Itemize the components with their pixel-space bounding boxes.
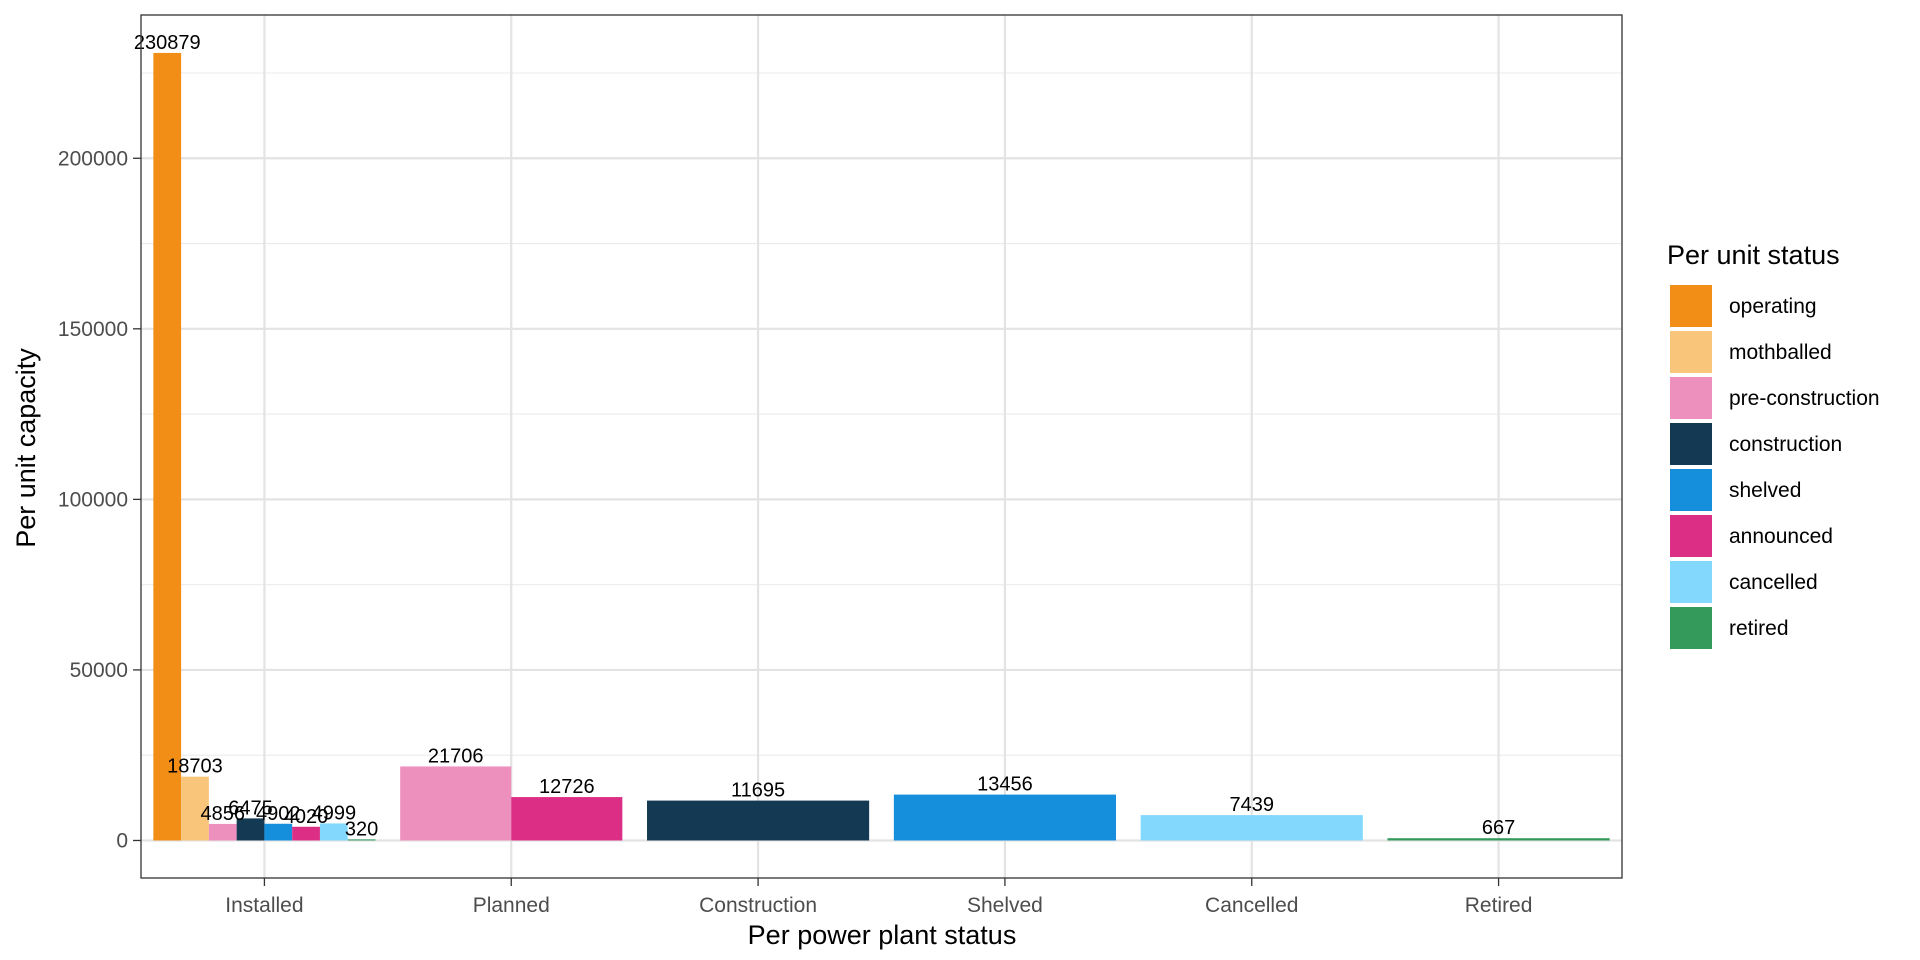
bar-installed-retired bbox=[347, 839, 376, 841]
bar-planned-announced bbox=[511, 797, 623, 841]
y-tick-label: 0 bbox=[116, 829, 128, 852]
bar-installed-shelved bbox=[264, 823, 293, 841]
data-label: 11695 bbox=[731, 780, 785, 802]
x-tick-label: Installed bbox=[225, 894, 303, 917]
legend-label: mothballed bbox=[1729, 341, 1832, 364]
x-axis-title: Per power plant status bbox=[748, 920, 1017, 950]
x-tick-label: Cancelled bbox=[1205, 894, 1298, 917]
y-tick-label: 200000 bbox=[58, 147, 128, 170]
y-tick-label: 150000 bbox=[58, 318, 128, 341]
data-label: 18703 bbox=[167, 756, 223, 778]
bar-installed-operating bbox=[153, 52, 182, 841]
data-label: 4856 bbox=[201, 803, 246, 825]
legend-key-cancelled bbox=[1670, 561, 1712, 603]
x-tick-label: Retired bbox=[1465, 894, 1533, 917]
legend-key-pre-construction bbox=[1670, 377, 1712, 419]
data-label: 12726 bbox=[539, 776, 595, 798]
legend-label: operating bbox=[1729, 295, 1817, 318]
bar-construction-construction bbox=[647, 800, 870, 841]
y-tick-label: 100000 bbox=[58, 488, 128, 511]
legend-label: announced bbox=[1729, 525, 1833, 548]
bars-layer bbox=[153, 52, 1610, 841]
bar-installed-mothballed bbox=[181, 776, 209, 841]
legend-key-announced bbox=[1670, 515, 1712, 557]
legend-key-retired bbox=[1670, 607, 1712, 649]
y-axis-title: Per unit capacity bbox=[11, 348, 41, 548]
data-label: 4902 bbox=[256, 803, 301, 825]
bar-shelved-shelved bbox=[893, 794, 1116, 841]
bar-installed-construction bbox=[236, 818, 265, 841]
x-tick-label: Planned bbox=[473, 894, 550, 917]
legend-title: Per unit status bbox=[1667, 240, 1840, 270]
legend-key-shelved bbox=[1670, 469, 1712, 511]
x-tick-label: Construction bbox=[699, 894, 817, 917]
plot-panel-border bbox=[140, 14, 1623, 879]
bar-planned-pre-construction bbox=[400, 766, 512, 841]
legend-label: construction bbox=[1729, 433, 1842, 456]
data-label: 320 bbox=[345, 818, 378, 840]
data-label: 21706 bbox=[428, 745, 484, 767]
legend: Per unit status operating mothballed pre-c… bbox=[1667, 240, 1880, 649]
data-label: 13456 bbox=[977, 774, 1033, 796]
legend-key-construction bbox=[1670, 423, 1712, 465]
legend-label: retired bbox=[1729, 617, 1789, 640]
bar-installed-cancelled bbox=[319, 823, 348, 841]
y-tick-label: 50000 bbox=[70, 659, 128, 682]
legend-label: cancelled bbox=[1729, 571, 1818, 594]
legend-label: pre-construction bbox=[1729, 387, 1880, 410]
bar-cancelled-cancelled bbox=[1140, 815, 1363, 841]
plot-panel bbox=[141, 15, 1622, 878]
axes-layer: 0 50000 100000 150000 200000 Installed Planned… bbox=[58, 147, 1533, 917]
legend-label: shelved bbox=[1729, 479, 1801, 502]
panel-fill bbox=[141, 15, 1622, 878]
data-label: 7439 bbox=[1230, 794, 1275, 816]
bar-installed-announced bbox=[292, 826, 320, 841]
data-label: 4999 bbox=[312, 802, 357, 824]
data-label: 6475 bbox=[228, 797, 273, 819]
data-label: 667 bbox=[1482, 817, 1515, 839]
legend-key-mothballed bbox=[1670, 331, 1712, 373]
data-label: 230879 bbox=[134, 32, 201, 54]
data-label: 4020 bbox=[284, 806, 329, 828]
bar-retired-retired bbox=[1387, 838, 1610, 841]
x-tick-label: Shelved bbox=[967, 894, 1043, 917]
legend-key-operating bbox=[1670, 285, 1712, 327]
bar-installed-pre-construction bbox=[208, 823, 237, 841]
